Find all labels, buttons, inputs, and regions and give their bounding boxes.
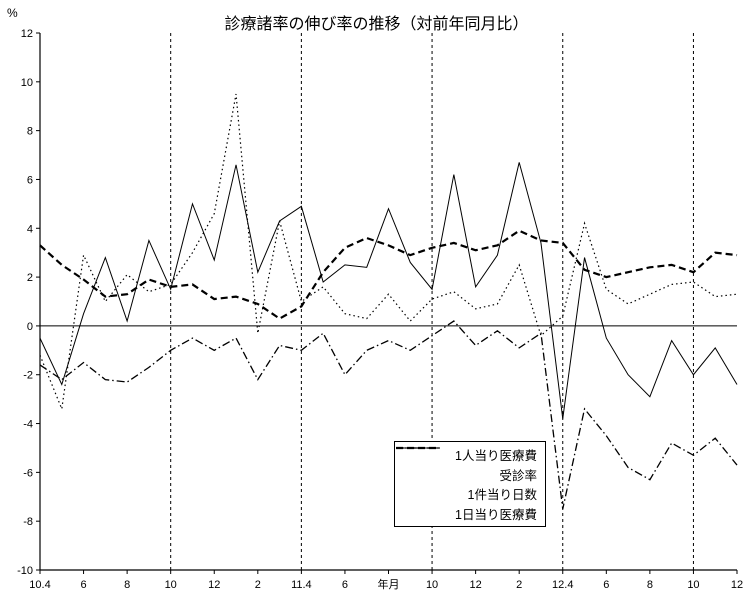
legend-label: 1日当り医療費 <box>455 507 537 522</box>
y-tick-label: 0 <box>27 321 33 333</box>
legend-item: 1日当り医療費 <box>396 446 537 523</box>
y-tick-label: 8 <box>27 126 33 138</box>
x-tick-label: 12.4 <box>552 579 573 591</box>
x-tick-label: 2 <box>516 579 522 591</box>
series-line-4 <box>39 229 738 320</box>
x-tick-label: 6 <box>603 579 609 591</box>
x-tick-label: 12 <box>731 579 743 591</box>
legend-label: 受診率 <box>499 468 537 483</box>
x-tick-label: 12 <box>208 579 220 591</box>
y-tick-label: -2 <box>23 370 33 382</box>
x-tick-label: 10 <box>426 579 438 591</box>
y-tick-label: -10 <box>17 565 33 577</box>
y-tick-label: 4 <box>27 223 33 235</box>
chart-title: 診療諸率の伸び率の推移（対前年同月比） <box>224 16 529 33</box>
x-tick-label: 10.4 <box>29 579 50 591</box>
x-tick-label: 8 <box>124 579 130 591</box>
series-line-1 <box>39 162 738 419</box>
x-tick-label: 8 <box>647 579 653 591</box>
x-tick-label: 10 <box>687 579 699 591</box>
y-tick-label: 10 <box>21 77 33 89</box>
x-tick-label: 12 <box>470 579 482 591</box>
y-tick-label: -6 <box>23 467 33 479</box>
legend-label: 1人当り医療費 <box>455 449 537 464</box>
y-tick-label: 6 <box>27 174 33 186</box>
y-tick-label: -4 <box>23 419 33 431</box>
series-line-2 <box>39 93 738 412</box>
y-tick-label: 2 <box>27 272 33 284</box>
x-tick-label: 6 <box>342 579 348 591</box>
legend-label: 1件当り日数 <box>467 488 537 503</box>
y-tick-label: -8 <box>23 516 33 528</box>
legend-line-sample <box>396 446 440 450</box>
y-axis-unit-label: % <box>7 6 18 20</box>
x-tick-label: 10 <box>165 579 177 591</box>
x-tick-label: 6 <box>81 579 87 591</box>
legend-item: 受診率 <box>396 447 537 484</box>
y-tick-label: 12 <box>21 28 33 40</box>
legend-item: 1件当り日数 <box>396 447 537 503</box>
x-axis-title: 年月 <box>378 577 400 591</box>
legend: 1人当り医療費受診率 1件当り日数 1日当り医療費 <box>394 441 546 527</box>
x-tick-label: 2 <box>255 579 261 591</box>
series-line-3 <box>39 320 738 510</box>
x-tick-label: 11.4 <box>291 579 312 591</box>
